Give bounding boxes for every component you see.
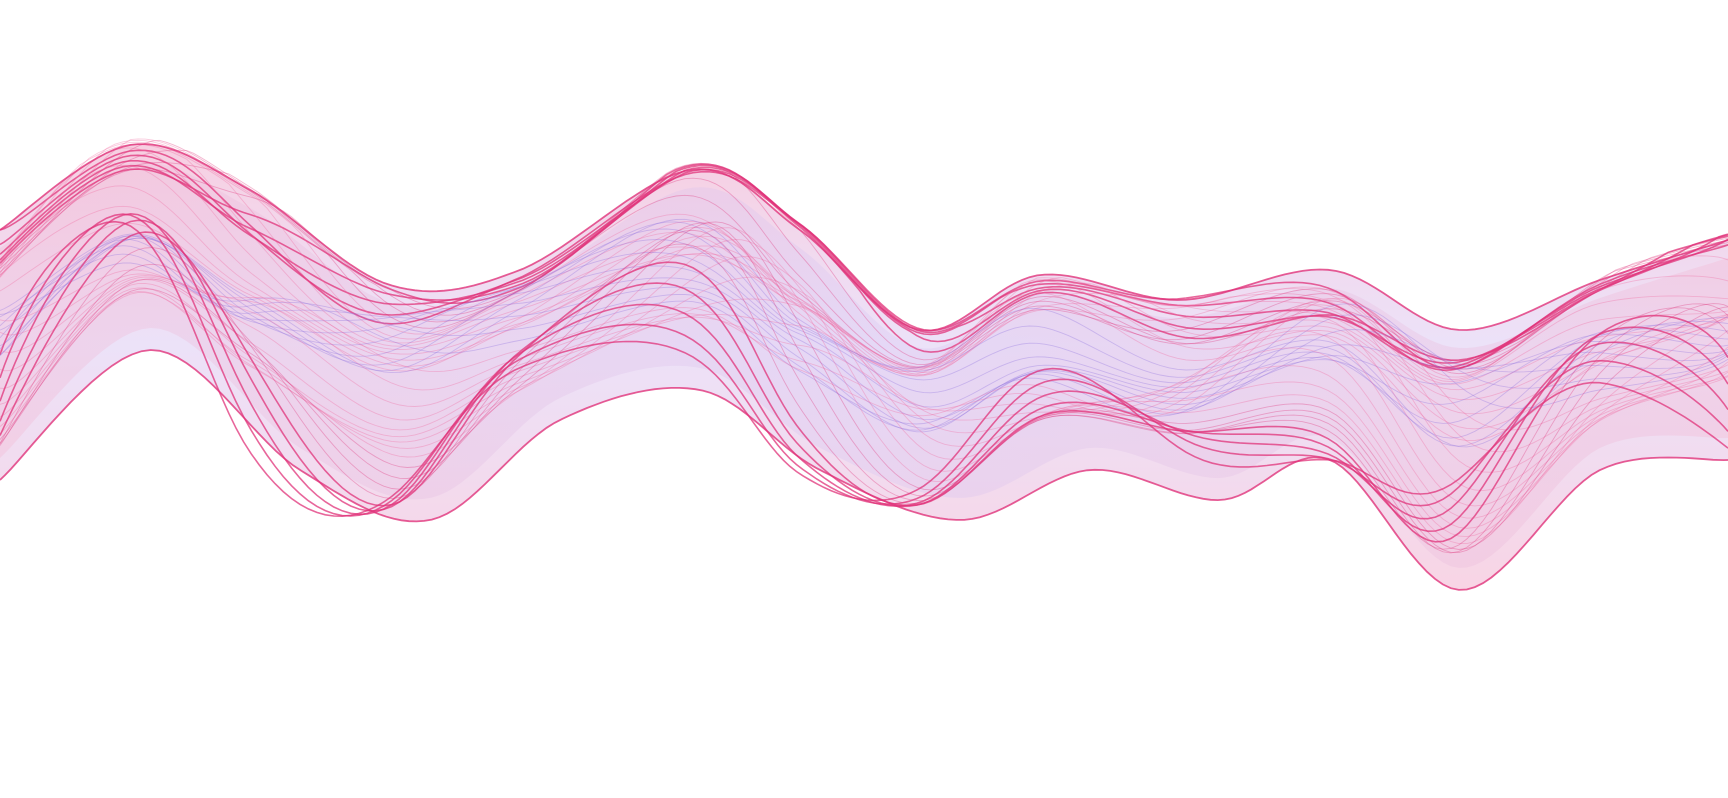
ribbon-strand bbox=[0, 154, 1728, 372]
ribbon-strand bbox=[0, 212, 1728, 520]
ribbon-strand bbox=[0, 239, 1728, 538]
ribbon-strand bbox=[0, 143, 1728, 385]
ribbon-strand bbox=[0, 221, 1728, 447]
ribbon-strand bbox=[0, 138, 1728, 378]
ribbon-strand bbox=[0, 222, 1728, 554]
ribbon-strand bbox=[0, 218, 1728, 448]
ribbon-strand-lines bbox=[0, 138, 1728, 591]
ribbon-strand bbox=[0, 269, 1728, 431]
ribbon-strand bbox=[0, 163, 1728, 362]
ribbon-strand bbox=[0, 227, 1728, 545]
ribbon-strand bbox=[0, 164, 1728, 401]
ribbon-strand bbox=[0, 245, 1728, 433]
ribbon-strand bbox=[0, 279, 1728, 507]
ribbon-strand bbox=[0, 205, 1728, 430]
ribbon-strand bbox=[0, 139, 1728, 375]
ribbon-strand bbox=[0, 231, 1728, 543]
ribbon-strand bbox=[0, 147, 1728, 391]
ribbon-strand bbox=[0, 220, 1728, 518]
ribbon-strand bbox=[0, 220, 1728, 442]
ribbon-strand bbox=[0, 139, 1728, 381]
ribbon-strand bbox=[0, 273, 1728, 453]
ribbon-strand bbox=[0, 235, 1728, 421]
ribbon-top-edge bbox=[0, 143, 1728, 332]
ribbon-strand bbox=[0, 256, 1728, 529]
ribbon-strand bbox=[0, 219, 1728, 533]
ribbon-strand bbox=[0, 229, 1728, 554]
ribbon-strand bbox=[0, 228, 1728, 439]
ribbon-strand bbox=[0, 262, 1728, 425]
ribbon-strand bbox=[0, 276, 1728, 492]
ribbon-strand bbox=[0, 141, 1728, 383]
ribbon-strand bbox=[0, 243, 1728, 550]
ribbon-bottom-edge bbox=[0, 349, 1728, 591]
ribbon-strand bbox=[0, 239, 1728, 429]
ribbon-strand bbox=[0, 253, 1728, 431]
ribbon-strand bbox=[0, 162, 1728, 366]
ribbon-strand bbox=[0, 160, 1728, 369]
ribbon-strand bbox=[0, 275, 1728, 473]
ribbon-strand bbox=[0, 185, 1728, 415]
ribbon-strand bbox=[0, 234, 1728, 408]
ribbon-strand bbox=[0, 235, 1728, 424]
